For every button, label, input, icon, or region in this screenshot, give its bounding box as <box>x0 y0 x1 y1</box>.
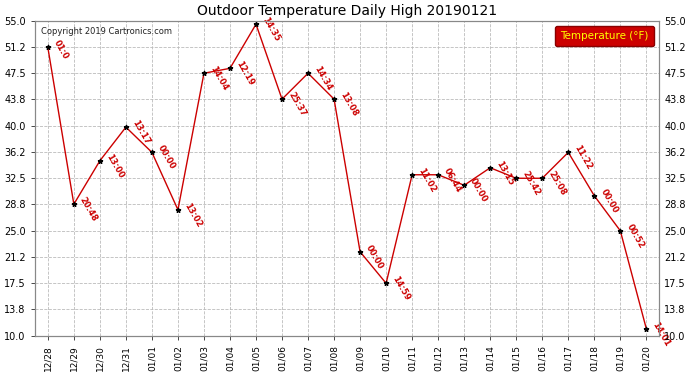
Text: 14:35: 14:35 <box>260 15 282 43</box>
Text: 14:59: 14:59 <box>391 274 411 302</box>
Point <box>277 96 288 102</box>
Text: 12:19: 12:19 <box>234 60 255 87</box>
Text: 25:42: 25:42 <box>520 170 542 197</box>
Point <box>563 149 574 155</box>
Text: 00:00: 00:00 <box>598 187 620 214</box>
Point <box>589 193 600 199</box>
Point <box>484 165 495 171</box>
Point <box>120 124 131 130</box>
Text: 00:00: 00:00 <box>469 177 489 204</box>
Text: 25:08: 25:08 <box>546 170 567 197</box>
Text: 14:04: 14:04 <box>208 64 229 92</box>
Point <box>199 70 210 76</box>
Point <box>511 175 522 181</box>
Text: 14:01: 14:01 <box>651 320 671 348</box>
Text: 00:00: 00:00 <box>156 144 177 171</box>
Text: 13:08: 13:08 <box>338 90 359 118</box>
Point <box>250 21 262 27</box>
Text: 13:02: 13:02 <box>182 201 204 229</box>
Point <box>42 44 53 50</box>
Text: 25:37: 25:37 <box>286 90 307 118</box>
Point <box>68 201 79 207</box>
Point <box>641 326 652 332</box>
Point <box>146 149 157 155</box>
Text: 06:44: 06:44 <box>442 166 464 194</box>
Point <box>172 207 184 213</box>
Point <box>459 182 470 188</box>
Point <box>355 249 366 255</box>
Point <box>224 65 235 71</box>
Text: 13:17: 13:17 <box>130 118 151 146</box>
Text: 13:15: 13:15 <box>494 159 515 187</box>
Point <box>302 70 313 76</box>
Point <box>95 158 106 164</box>
Point <box>433 172 444 178</box>
Text: 20:48: 20:48 <box>78 195 99 223</box>
Text: 14:34: 14:34 <box>312 64 333 92</box>
Text: 00:52: 00:52 <box>624 222 646 250</box>
Point <box>406 172 417 178</box>
Legend: Temperature (°F): Temperature (°F) <box>555 26 654 46</box>
Point <box>615 228 626 234</box>
Text: 11:02: 11:02 <box>416 166 437 194</box>
Title: Outdoor Temperature Daily High 20190121: Outdoor Temperature Daily High 20190121 <box>197 4 497 18</box>
Point <box>537 175 548 181</box>
Point <box>328 96 339 102</box>
Text: 01:0: 01:0 <box>52 39 70 61</box>
Text: Copyright 2019 Cartronics.com: Copyright 2019 Cartronics.com <box>41 27 172 36</box>
Text: 00:00: 00:00 <box>364 243 385 270</box>
Point <box>381 280 392 286</box>
Text: 13:00: 13:00 <box>104 152 125 180</box>
Text: 11:22: 11:22 <box>573 144 593 171</box>
